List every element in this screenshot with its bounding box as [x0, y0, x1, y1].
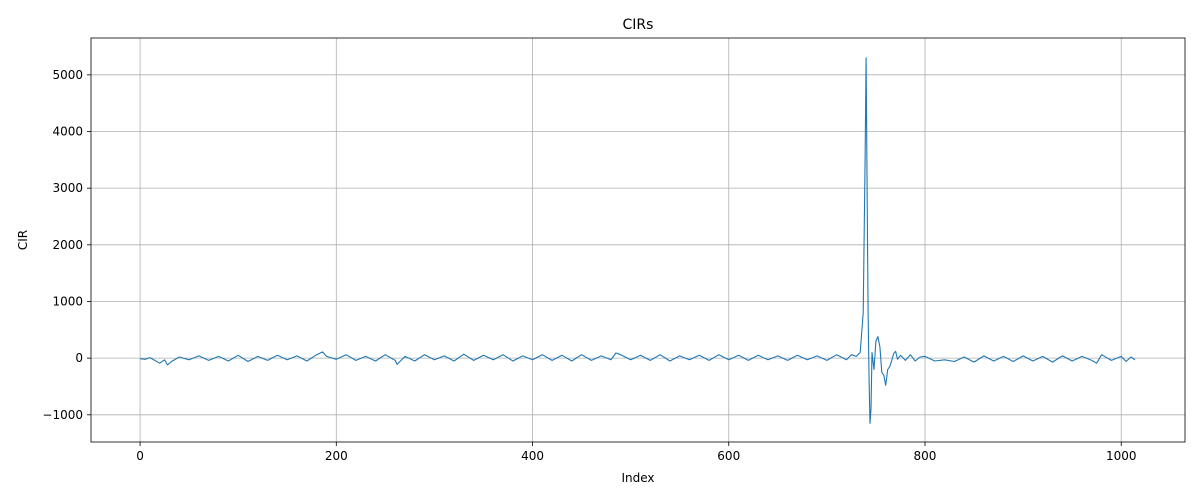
plot-area-frame: [90, 37, 1186, 443]
cir-series-line: [140, 57, 1136, 424]
x-tick-label: 0: [136, 449, 144, 463]
x-tick-label: 200: [325, 449, 348, 463]
x-tick-label: 600: [717, 449, 740, 463]
x-tick-label: 400: [521, 449, 544, 463]
axis-ticks: 0 200 400 600 800 1000 −1000 0 1000 2000 3000 4000 5…: [42, 68, 1136, 463]
y-tick-label: −1000: [42, 408, 83, 422]
y-tick-label: 1000: [52, 294, 83, 308]
y-tick-label: 2000: [52, 238, 83, 252]
x-tick-label: 1000: [1106, 449, 1137, 463]
grid: [91, 38, 1185, 442]
y-tick-label: 4000: [52, 124, 83, 138]
y-tick-label: 0: [75, 351, 83, 365]
x-axis-title: Index: [621, 471, 654, 485]
y-tick-label: 3000: [52, 181, 83, 195]
y-tick-label: 5000: [52, 68, 83, 82]
y-axis-title: CIR: [16, 230, 30, 250]
x-tick-label: 800: [914, 449, 937, 463]
chart-title: CIRs: [623, 17, 654, 33]
